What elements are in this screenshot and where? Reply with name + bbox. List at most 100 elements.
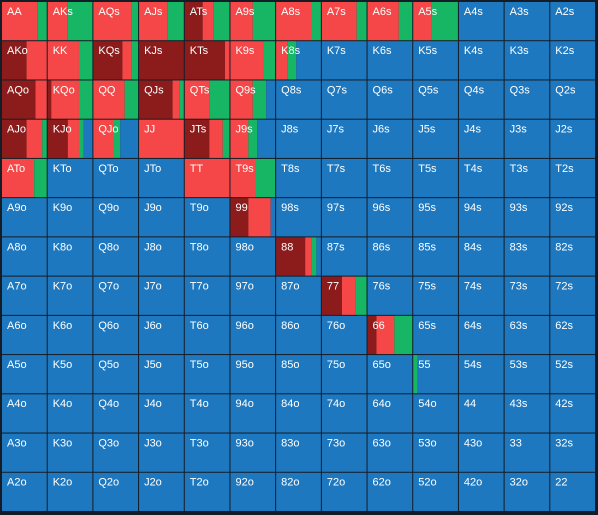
action-segment [2,2,38,41]
hand-cell: 65s [413,315,458,355]
hand-label: A7o [7,281,27,293]
hand-cell: T8s [276,158,321,198]
hand-cell: AQo [2,80,47,119]
hand-label: AA [7,6,22,18]
hand-cell: 73s [504,276,550,315]
action-segment [550,394,595,433]
action-segment [2,472,47,511]
hand-label: 92s [555,202,573,214]
action-segment [266,80,276,119]
hand-cell: K2s [550,41,595,80]
hand-cell: 53s [504,355,550,394]
hand-label: Q5o [98,359,119,371]
action-segment [550,2,595,41]
action-segment [139,355,184,394]
hand-cell: 63s [504,315,550,355]
action-segment [139,158,184,198]
action-segment [230,276,276,315]
hand-label: T5s [418,163,437,175]
hand-label: J9s [235,124,253,136]
action-segment [2,80,36,119]
hand-cell: K5o [47,355,93,394]
hand-cell: 77 [321,276,367,315]
action-segment [2,158,35,198]
action-segment [209,80,230,119]
hand-cell: Q6o [93,315,139,355]
hand-cell: 44 [458,394,504,433]
action-segment [139,198,184,237]
hand-label: 43o [464,437,482,449]
hand-label: K9o [53,202,73,214]
action-segment [367,394,413,433]
action-segment [230,158,256,198]
hand-cell: T4s [458,158,504,198]
action-segment [2,433,47,472]
hand-label: 52s [555,359,573,371]
hand-cell: A5o [2,355,47,394]
hand-label: 87o [281,281,299,293]
action-segment [367,276,413,315]
hand-label: 72s [555,281,573,293]
hand-cell: 53o [413,433,458,472]
hand-cell: 96s [367,198,413,237]
hand-cell: A5s [413,2,458,41]
hand-cell: J9o [139,198,184,237]
hand-cell: J8s [276,119,321,158]
action-segment [550,158,595,198]
action-segment [230,80,253,119]
action-segment [47,472,93,511]
action-segment [47,394,93,433]
hand-cell: 65o [367,355,413,394]
hand-cell: K9o [47,198,93,237]
action-segment [550,198,595,237]
hand-label: J6s [373,124,391,136]
hand-cell: 83o [276,433,321,472]
action-segment [458,355,504,394]
action-segment [413,80,458,119]
hand-cell: K7s [321,41,367,80]
hand-label: 53o [418,437,436,449]
action-segment [78,119,84,158]
action-segment [413,41,458,80]
hand-label: KTs [190,45,209,57]
action-segment [276,472,321,511]
hand-cell: T4o [184,394,230,433]
action-segment [2,315,47,355]
hand-label: 74s [464,281,482,293]
hand-cell: QJs [139,80,184,119]
action-segment [431,2,458,41]
action-segment [93,433,139,472]
hand-label: 77 [327,281,339,293]
action-segment [394,315,413,355]
hand-cell: Q7s [321,80,367,119]
hand-label: T5o [190,359,209,371]
hand-label: K6o [53,320,73,332]
hand-cell: QTs [184,80,230,119]
hand-cell: AQs [93,2,139,41]
hand-cell: Q8s [276,80,321,119]
action-segment [230,198,249,237]
hand-cell: 82o [276,472,321,511]
action-segment [504,80,550,119]
hand-cell: 83s [504,237,550,276]
action-segment [47,80,52,119]
action-segment [47,276,93,315]
hand-cell: 66 [367,315,413,355]
action-segment [287,41,297,80]
action-segment [413,394,458,433]
hand-label: T6s [373,163,392,175]
action-segment [93,355,139,394]
action-segment [276,433,321,472]
action-segment [2,276,47,315]
hand-label: 64o [373,398,391,410]
action-segment [230,433,276,472]
hand-label: 92o [235,477,253,489]
action-segment [47,119,68,158]
hand-cell: K4o [47,394,93,433]
action-segment [355,276,367,315]
action-segment [184,276,230,315]
hand-cell: QJo [93,119,139,158]
hand-label: A5o [7,359,27,371]
action-segment [34,158,47,198]
action-segment [2,119,27,158]
